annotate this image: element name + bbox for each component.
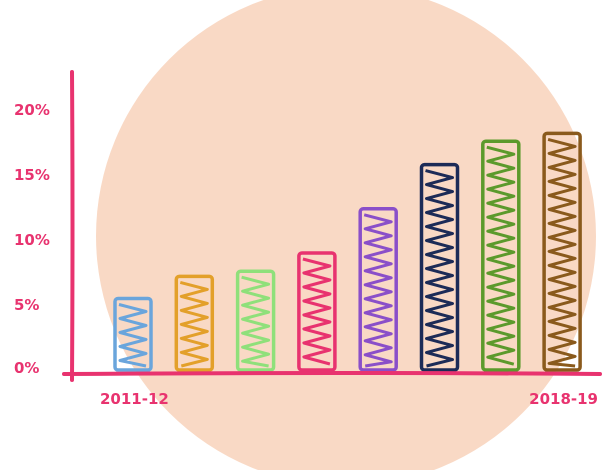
bar-scribble	[179, 280, 209, 368]
bar-outline	[542, 131, 582, 372]
bar	[481, 139, 521, 372]
bar	[174, 274, 215, 372]
bar-outline	[358, 207, 398, 372]
bar-scribble	[118, 303, 148, 368]
bar	[419, 162, 460, 372]
bar-outline	[419, 162, 460, 372]
y-tick-labels: 0% 5% 10% 15% 20%	[14, 101, 50, 377]
bar	[358, 207, 398, 372]
bar-scribble	[425, 169, 454, 368]
bar	[542, 131, 582, 372]
bar-outline	[297, 251, 337, 372]
x-tick-label: 2018-19	[529, 390, 598, 408]
bar	[113, 296, 153, 372]
bar	[235, 269, 276, 372]
y-axis-line	[70, 70, 75, 382]
bar-scribble	[486, 145, 516, 366]
bars	[113, 131, 582, 372]
y-tick-label: 0%	[14, 359, 39, 377]
bar-scribble	[363, 213, 393, 368]
y-tick-label: 10%	[14, 231, 50, 249]
x-axis-line	[62, 371, 602, 376]
y-tick-label: 20%	[14, 101, 50, 119]
bar-outline	[235, 269, 276, 372]
bar-outline	[174, 274, 215, 372]
bar-scribble	[302, 257, 332, 366]
y-tick-label: 15%	[14, 166, 50, 184]
background-circle	[96, 0, 596, 470]
x-tick-label: 2011-12	[100, 390, 169, 408]
bar-scribble	[547, 137, 577, 368]
y-tick-label: 5%	[14, 296, 39, 314]
bar	[297, 251, 337, 372]
bar-outline	[113, 296, 153, 372]
bar-scribble	[241, 275, 271, 368]
axes	[62, 70, 602, 382]
bar-outline	[481, 139, 521, 372]
x-tick-labels: 2011-12 2018-19	[100, 390, 598, 408]
